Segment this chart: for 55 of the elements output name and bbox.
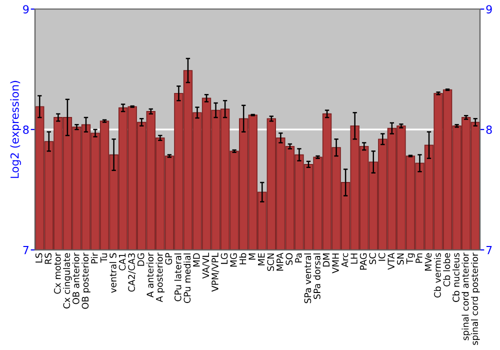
- x-tick-label: GP: [165, 252, 172, 265]
- y-tick-label: 7: [23, 246, 28, 254]
- x-tick-label: LS: [35, 253, 42, 263]
- x-tick-label: Hb: [239, 253, 246, 264]
- x-tick-label: SCN: [267, 254, 274, 271]
- x-tick-label: SO: [286, 253, 293, 265]
- x-tick-label: CA1: [118, 254, 126, 270]
- x-tick-label: MG: [230, 253, 237, 267]
- x-tick-label: RS: [44, 253, 52, 264]
- x-tick-label: DM: [322, 254, 330, 267]
- x-tick-label: DG: [137, 253, 144, 266]
- x-tick-label: Cx cingulate: [63, 253, 72, 308]
- x-tick-label: SN: [396, 254, 404, 265]
- x-tick-label: Tg: [406, 254, 415, 264]
- y2-tick-label: 9: [486, 5, 492, 14]
- x-tick-label: SPa dorsal: [313, 254, 320, 299]
- x-tick-label: Arc: [341, 253, 348, 268]
- x-tick-label: SPa ventral: [304, 254, 312, 304]
- x-tick-label: MPA: [276, 252, 284, 271]
- x-tick-label: Cb lobe: [443, 253, 450, 286]
- x-tick-label: M: [248, 254, 256, 260]
- x-tick-label: ventral S: [109, 253, 116, 293]
- x-tick-label: OB posterior: [82, 252, 90, 309]
- x-tick-label: VTA: [388, 252, 394, 270]
- x-tick-label: CPu medial: [184, 254, 191, 303]
- x-tick-label: CPu lateral: [174, 254, 182, 302]
- y2-tick-label: 8: [486, 125, 492, 134]
- y-tick-label: 8: [23, 125, 29, 134]
- x-tick-label: VMH: [332, 254, 339, 274]
- x-tick-label: Pa: [295, 253, 302, 262]
- x-tick-label: Cx motor: [54, 252, 61, 294]
- x-tick-label: SC: [369, 253, 376, 264]
- x-tick-label: MVe: [424, 253, 432, 271]
- x-tick-label: ME: [258, 253, 265, 266]
- x-tick-label: IC: [378, 253, 386, 261]
- y2-tick-label: 7: [486, 246, 492, 254]
- x-tick-label: A posterior: [156, 252, 165, 302]
- x-tick-label: spinal cord posterior: [470, 252, 480, 345]
- x-tick-label: Cb vermis: [434, 253, 441, 298]
- y-axis-title: Log2 (expression): [10, 80, 21, 178]
- x-tick-label: CA2/CA3: [128, 253, 136, 292]
- x-tick-label: A anterior: [146, 252, 154, 298]
- x-tick-label: OB anterior: [72, 252, 80, 304]
- x-tick-label: VA/VL: [202, 252, 210, 279]
- y-tick-label: 9: [23, 5, 29, 14]
- x-tick-label: spinal cord anterior: [462, 252, 470, 340]
- x-tick-label: PAG: [360, 253, 367, 270]
- x-tick-label: LG: [220, 253, 228, 264]
- x-tick-label: LH: [350, 254, 358, 264]
- x-tick-label: Pn: [416, 253, 422, 263]
- x-tick-label: MD: [193, 253, 200, 267]
- x-tick-label: VPM/VPL: [212, 252, 220, 292]
- x-tick-label: Tu: [100, 253, 108, 263]
- x-tick-label: Pir: [90, 252, 98, 264]
- x-tick-label: Cb nucleus: [452, 253, 460, 302]
